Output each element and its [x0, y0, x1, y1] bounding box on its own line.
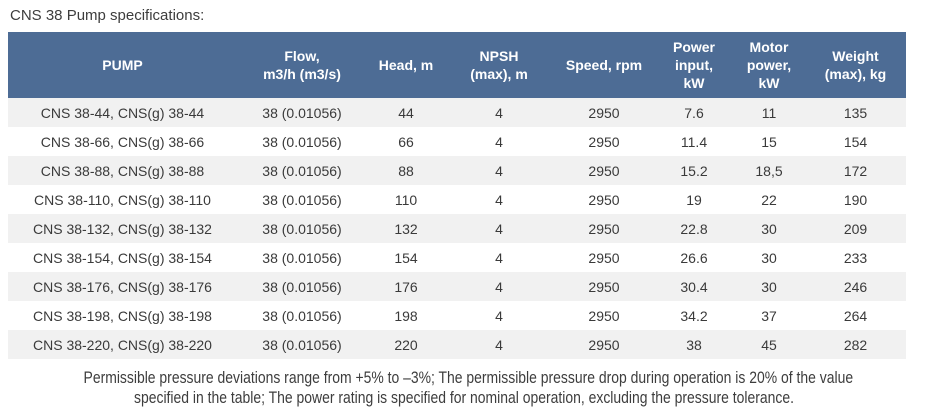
- table-cell-npsh: 4: [445, 214, 553, 243]
- table-cell-weight: 190: [805, 185, 906, 214]
- table-cell-head: 154: [367, 243, 445, 272]
- table-cell-npsh: 4: [445, 330, 553, 359]
- table-cell-flow: 38 (0.01056): [237, 127, 367, 156]
- table-cell-weight: 246: [805, 272, 906, 301]
- column-header-npsh: NPSH (max), m: [445, 32, 553, 98]
- footnote-line-2: specified in the table; The power rating…: [134, 388, 794, 407]
- table-cell-power_input: 7.6: [655, 98, 733, 127]
- column-header-flow: Flow, m3/h (m3/s): [237, 32, 367, 98]
- table-cell-motor_power: 30: [733, 272, 805, 301]
- table-header-row: PUMP Flow, m3/h (m3/s) Head, m NPSH (max…: [8, 32, 906, 98]
- table-cell-motor_power: 18,5: [733, 156, 805, 185]
- table-cell-motor_power: 15: [733, 127, 805, 156]
- table-cell-pump: CNS 38-176, CNS(g) 38-176: [8, 272, 237, 301]
- table-cell-motor_power: 30: [733, 214, 805, 243]
- table-cell-motor_power: 30: [733, 243, 805, 272]
- table-cell-speed: 2950: [553, 156, 655, 185]
- table-cell-npsh: 4: [445, 98, 553, 127]
- footnote-line-1: Permissible pressure deviations range fr…: [83, 368, 854, 387]
- table-cell-pump: CNS 38-110, CNS(g) 38-110: [8, 185, 237, 214]
- table-cell-flow: 38 (0.01056): [237, 98, 367, 127]
- table-row: CNS 38-132, CNS(g) 38-132 38 (0.01056) 132…: [8, 214, 906, 243]
- table-row: CNS 38-44, CNS(g) 38-44 38 (0.01056) 44 4 29…: [8, 98, 906, 127]
- table-cell-speed: 2950: [553, 214, 655, 243]
- page-title: CNS 38 Pump specifications:: [10, 7, 205, 24]
- table-cell-motor_power: 11: [733, 98, 805, 127]
- table-cell-power_input: 19: [655, 185, 733, 214]
- table-cell-power_input: 26.6: [655, 243, 733, 272]
- table-cell-pump: CNS 38-44, CNS(g) 38-44: [8, 98, 237, 127]
- table-cell-head: 198: [367, 301, 445, 330]
- table-cell-flow: 38 (0.01056): [237, 243, 367, 272]
- table-cell-power_input: 34.2: [655, 301, 733, 330]
- table-cell-speed: 2950: [553, 272, 655, 301]
- table-cell-power_input: 22.8: [655, 214, 733, 243]
- column-header-head: Head, m: [367, 32, 445, 98]
- column-header-motor-power: Motor power, kW: [733, 32, 805, 98]
- table-cell-npsh: 4: [445, 127, 553, 156]
- table-cell-power_input: 30.4: [655, 272, 733, 301]
- table-row: CNS 38-66, CNS(g) 38-66 38 (0.01056) 66 4 29…: [8, 127, 906, 156]
- table-cell-weight: 209: [805, 214, 906, 243]
- table-cell-power_input: 38: [655, 330, 733, 359]
- table-cell-speed: 2950: [553, 330, 655, 359]
- table-row: CNS 38-110, CNS(g) 38-110 38 (0.01056) 110…: [8, 185, 906, 214]
- column-header-pump: PUMP: [8, 32, 237, 98]
- table-cell-npsh: 4: [445, 156, 553, 185]
- table-cell-speed: 2950: [553, 243, 655, 272]
- column-header-speed: Speed, rpm: [553, 32, 655, 98]
- column-header-power-input: Power input, kW: [655, 32, 733, 98]
- table-cell-head: 176: [367, 272, 445, 301]
- table-cell-power_input: 11.4: [655, 127, 733, 156]
- table-cell-pump: CNS 38-66, CNS(g) 38-66: [8, 127, 237, 156]
- table-cell-weight: 154: [805, 127, 906, 156]
- table-cell-motor_power: 45: [733, 330, 805, 359]
- table-cell-flow: 38 (0.01056): [237, 301, 367, 330]
- table-cell-pump: CNS 38-154, CNS(g) 38-154: [8, 243, 237, 272]
- column-header-weight: Weight (max), kg: [805, 32, 906, 98]
- table-cell-head: 220: [367, 330, 445, 359]
- table-cell-weight: 264: [805, 301, 906, 330]
- table-row: CNS 38-198, CNS(g) 38-198 38 (0.01056) 198…: [8, 301, 906, 330]
- table-cell-npsh: 4: [445, 301, 553, 330]
- table-row: CNS 38-176, CNS(g) 38-176 38 (0.01056) 176…: [8, 272, 906, 301]
- table-cell-head: 66: [367, 127, 445, 156]
- table-cell-npsh: 4: [445, 243, 553, 272]
- table-cell-pump: CNS 38-132, CNS(g) 38-132: [8, 214, 237, 243]
- table-cell-motor_power: 37: [733, 301, 805, 330]
- table-cell-flow: 38 (0.01056): [237, 156, 367, 185]
- table-cell-speed: 2950: [553, 127, 655, 156]
- table-cell-motor_power: 22: [733, 185, 805, 214]
- table-cell-speed: 2950: [553, 185, 655, 214]
- table-cell-npsh: 4: [445, 185, 553, 214]
- pump-specifications-table: PUMP Flow, m3/h (m3/s) Head, m NPSH (max…: [8, 32, 906, 359]
- table-cell-pump: CNS 38-198, CNS(g) 38-198: [8, 301, 237, 330]
- table-cell-head: 44: [367, 98, 445, 127]
- table-row: CNS 38-220, CNS(g) 38-220 38 (0.01056) 220…: [8, 330, 906, 359]
- table-cell-weight: 233: [805, 243, 906, 272]
- table-cell-flow: 38 (0.01056): [237, 185, 367, 214]
- table-cell-pump: CNS 38-88, CNS(g) 38-88: [8, 156, 237, 185]
- table-cell-flow: 38 (0.01056): [237, 272, 367, 301]
- table-row: CNS 38-154, CNS(g) 38-154 38 (0.01056) 154…: [8, 243, 906, 272]
- table-footnote: Permissible pressure deviations range fr…: [83, 368, 854, 408]
- table-cell-flow: 38 (0.01056): [237, 330, 367, 359]
- table-header: PUMP Flow, m3/h (m3/s) Head, m NPSH (max…: [8, 32, 906, 98]
- table-cell-flow: 38 (0.01056): [237, 214, 367, 243]
- table-body: CNS 38-44, CNS(g) 38-44 38 (0.01056) 44 4 29…: [8, 98, 906, 359]
- table-cell-head: 132: [367, 214, 445, 243]
- table-cell-weight: 172: [805, 156, 906, 185]
- table-cell-speed: 2950: [553, 301, 655, 330]
- table-cell-head: 110: [367, 185, 445, 214]
- table-cell-weight: 282: [805, 330, 906, 359]
- table-row: CNS 38-88, CNS(g) 38-88 38 (0.01056) 88 4 29…: [8, 156, 906, 185]
- table-cell-power_input: 15.2: [655, 156, 733, 185]
- table-cell-npsh: 4: [445, 272, 553, 301]
- table-cell-head: 88: [367, 156, 445, 185]
- table-cell-weight: 135: [805, 98, 906, 127]
- table-cell-speed: 2950: [553, 98, 655, 127]
- table-cell-pump: CNS 38-220, CNS(g) 38-220: [8, 330, 237, 359]
